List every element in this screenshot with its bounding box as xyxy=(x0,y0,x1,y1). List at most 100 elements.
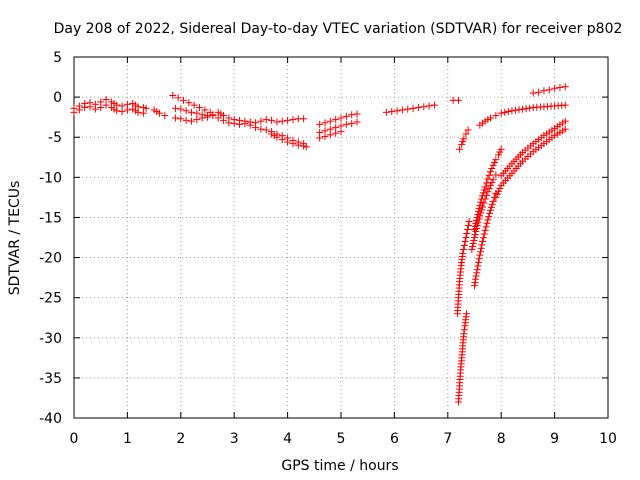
x-tick-label: 4 xyxy=(283,431,292,447)
data-point xyxy=(460,246,468,254)
data-point xyxy=(492,171,500,179)
data-point xyxy=(278,117,286,125)
data-point xyxy=(515,106,523,114)
y-tick-label: -25 xyxy=(39,291,62,307)
data-point xyxy=(459,250,467,258)
data-point xyxy=(246,121,254,129)
data-point xyxy=(139,109,147,117)
data-point xyxy=(485,171,493,179)
data-point xyxy=(118,108,126,116)
data-point xyxy=(556,83,564,91)
data-point xyxy=(460,242,468,250)
chart-title: Day 208 of 2022, Sidereal Day-to-day VTE… xyxy=(54,21,623,37)
data-point xyxy=(480,199,488,207)
x-tick-label: 6 xyxy=(390,431,399,447)
x-tick-label: 1 xyxy=(123,431,132,447)
data-point xyxy=(70,108,78,116)
data-point xyxy=(195,104,203,112)
data-point xyxy=(485,185,493,193)
data-point xyxy=(477,244,485,252)
axis-ticks: 0 1 2 3 4 5 6 7 8 9 10 5 0 -5 -10 -15 -20 -25 -30 -35 -40 xyxy=(39,50,617,447)
data-point xyxy=(430,101,438,109)
data-point xyxy=(321,132,329,140)
data-point xyxy=(501,108,509,116)
data-point xyxy=(474,218,482,226)
data-point xyxy=(177,115,185,123)
data-point xyxy=(472,227,480,235)
data-point xyxy=(302,143,310,151)
x-axis-label: GPS time / hours xyxy=(281,458,398,474)
data-point xyxy=(456,145,464,153)
data-point xyxy=(480,230,488,238)
data-point xyxy=(561,125,569,133)
data-point xyxy=(468,243,476,251)
data-point xyxy=(464,225,472,233)
data-point xyxy=(464,221,472,229)
data-point xyxy=(262,116,270,124)
data-point xyxy=(257,125,265,133)
data-point xyxy=(462,130,470,138)
data-point xyxy=(342,120,350,128)
data-point xyxy=(142,104,150,112)
data-point xyxy=(316,120,324,128)
data-point xyxy=(348,111,356,119)
data-point xyxy=(289,116,297,124)
data-point xyxy=(353,118,361,126)
data-point xyxy=(487,114,495,122)
data-point xyxy=(465,217,473,225)
data-point xyxy=(171,114,179,122)
data-point xyxy=(473,224,481,232)
data-point xyxy=(462,310,470,318)
data-point xyxy=(474,262,482,270)
data-point xyxy=(225,119,233,127)
data-point xyxy=(473,221,481,229)
data-point xyxy=(220,116,228,124)
data-point xyxy=(91,105,99,113)
data-point xyxy=(478,241,486,249)
data-point xyxy=(326,117,334,125)
data-point xyxy=(480,186,488,194)
data-point xyxy=(482,223,490,231)
data-point xyxy=(97,104,105,112)
x-tick-label: 2 xyxy=(176,431,185,447)
data-point xyxy=(473,269,481,277)
data-point xyxy=(522,105,530,113)
data-point xyxy=(492,112,500,120)
data-point xyxy=(476,251,484,259)
y-tick-label: -15 xyxy=(39,210,62,226)
data-point xyxy=(332,116,340,124)
data-point xyxy=(179,96,187,104)
data-point xyxy=(204,113,211,121)
data-point xyxy=(252,124,260,132)
data-point xyxy=(185,99,193,107)
data-point xyxy=(497,145,505,153)
data-point xyxy=(483,191,491,199)
data-point xyxy=(492,156,500,164)
data-point xyxy=(348,120,356,128)
data-point xyxy=(477,198,485,206)
data-point xyxy=(289,140,297,148)
data-point xyxy=(526,104,534,112)
data-point xyxy=(496,184,504,192)
data-point xyxy=(481,195,489,203)
data-point xyxy=(171,104,179,112)
x-tick-label: 5 xyxy=(337,431,346,447)
data-point xyxy=(273,118,281,126)
data-point xyxy=(485,213,493,221)
data-point xyxy=(86,103,94,111)
data-point xyxy=(420,103,428,111)
data-point xyxy=(193,109,201,117)
data-point xyxy=(182,116,190,124)
data-point xyxy=(241,120,249,128)
y-tick-label: -5 xyxy=(48,130,62,146)
data-point xyxy=(561,83,569,91)
data-point xyxy=(508,107,516,115)
data-point xyxy=(193,116,201,124)
data-point xyxy=(483,219,491,227)
data-point xyxy=(75,106,83,114)
data-point xyxy=(495,187,503,195)
data-point xyxy=(472,275,480,283)
data-point xyxy=(177,105,185,113)
data-point xyxy=(484,175,492,183)
data-point xyxy=(470,237,478,245)
